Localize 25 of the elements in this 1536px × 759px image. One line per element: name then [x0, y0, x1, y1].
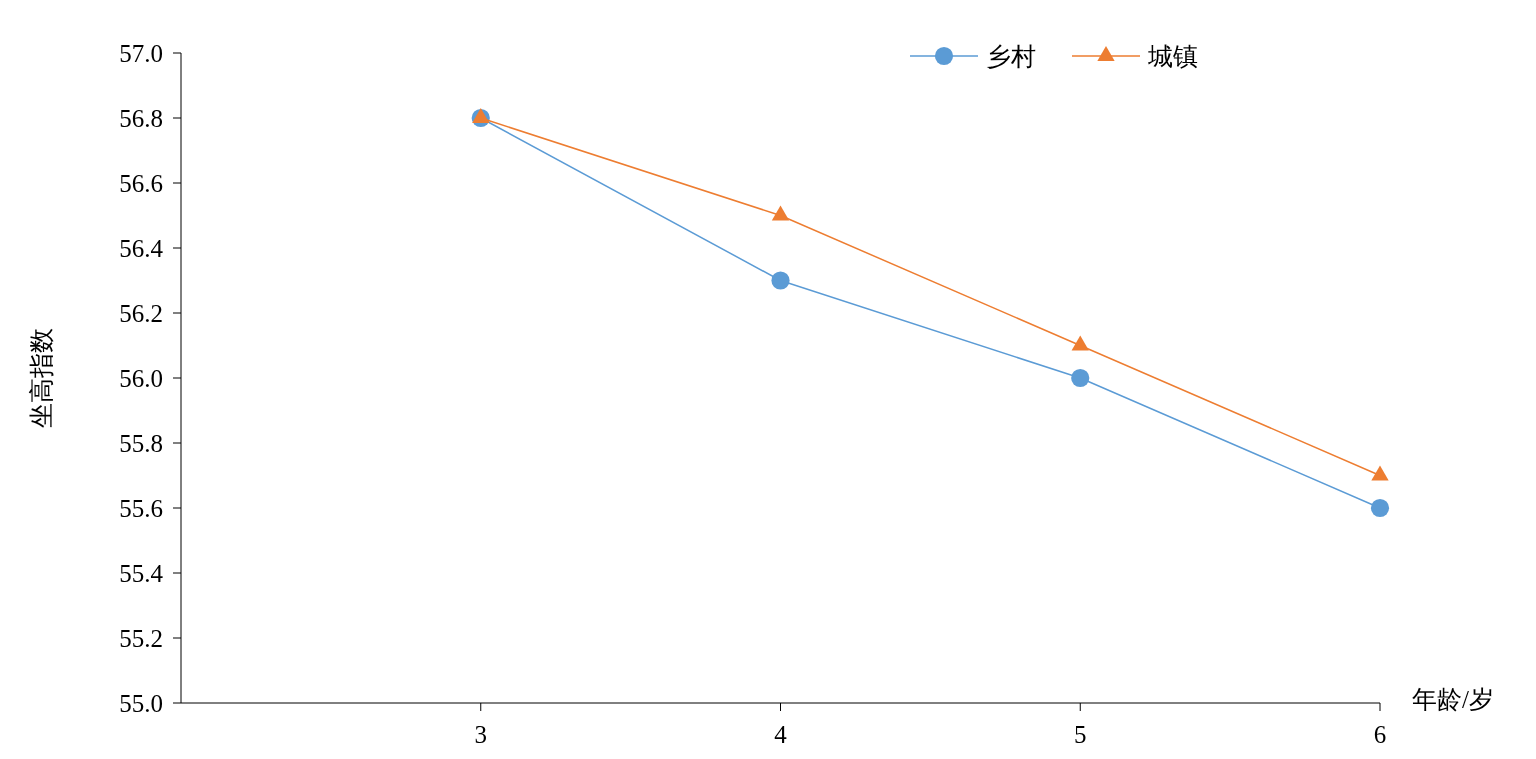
- point: [771, 205, 790, 221]
- x-tick-label: 6: [1373, 721, 1387, 748]
- x-tick-label: 5: [1074, 721, 1087, 748]
- y-tick-label: 56.4: [119, 234, 164, 262]
- y-tick-label: 55.6: [119, 494, 163, 522]
- x-tick-label: 3: [474, 721, 487, 748]
- y-tick-label: 56.6: [119, 169, 163, 197]
- x-tick-label: 4: [774, 721, 788, 748]
- y-tick-label: 55.2: [119, 624, 163, 652]
- y-tick-label: 55.8: [119, 429, 163, 457]
- y-tick-label: 56.2: [119, 299, 163, 327]
- legend-label: 城镇: [1147, 42, 1198, 70]
- x-axis-title: 年龄/岁: [1412, 686, 1494, 713]
- y-tick-label: 56.8: [119, 104, 163, 132]
- y-axis-title: 坐高指数: [28, 328, 55, 428]
- y-tick-label: 57.0: [119, 39, 163, 67]
- point: [472, 108, 490, 123]
- y-tick-label: 56.0: [119, 364, 163, 392]
- point: [771, 271, 790, 290]
- point: [1370, 498, 1390, 518]
- legend-label: 乡村: [986, 42, 1036, 70]
- y-tick-label: 55.4: [119, 559, 164, 587]
- point: [1071, 368, 1090, 388]
- y-tick-label: 55.0: [119, 689, 163, 717]
- point: [1071, 335, 1089, 351]
